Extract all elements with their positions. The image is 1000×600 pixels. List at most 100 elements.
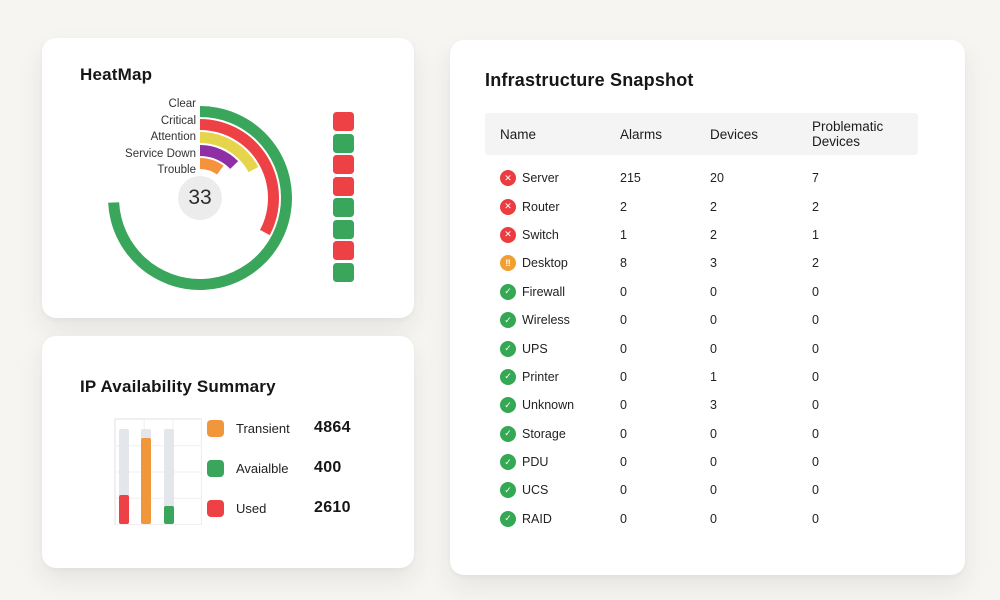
critical-status-icon: ✕: [500, 198, 516, 215]
status-square-red[interactable]: [333, 241, 354, 260]
table-row-unknown[interactable]: ✓ Unknown 0 3 0: [485, 391, 918, 419]
row-devices-value: 20: [710, 171, 724, 186]
table-row-desktop[interactable]: ‼ Desktop 8 3 2: [485, 249, 918, 277]
clear-status-icon: ✓: [500, 368, 516, 385]
ring-label: Clear: [168, 98, 196, 110]
status-square-green[interactable]: [333, 133, 354, 153]
clear-status-icon: ✓: [500, 340, 516, 357]
row-devices-value: 0: [710, 341, 717, 356]
ring-label: Service Down: [125, 147, 196, 160]
table-row-ucs[interactable]: ✓ UCS 0 0 0: [485, 476, 918, 504]
row-devices-value: 2: [710, 199, 717, 214]
row-alarms-value: 215: [620, 171, 641, 186]
row-name: Storage: [522, 426, 566, 441]
infrastructure-snapshot-card: Infrastructure Snapshot Name Alarms Devi…: [450, 40, 965, 575]
clear-status-icon: ✓: [500, 397, 516, 414]
legend-item: Used 2610: [207, 498, 351, 518]
row-devices-value: 1: [710, 369, 717, 384]
table-row-switch[interactable]: ✕ Switch 1 2 1: [485, 221, 918, 249]
legend-item: Transient 4864: [207, 418, 351, 438]
status-square-red[interactable]: [333, 176, 354, 196]
row-devices-value: 0: [710, 511, 717, 526]
table-card-title: Infrastructure Snapshot: [485, 70, 694, 90]
row-name: Switch: [522, 227, 559, 242]
ip-availability-card: IP Availability Summary Transient 4864 A…: [42, 336, 414, 568]
status-square-green[interactable]: [333, 262, 354, 282]
table-row-storage[interactable]: ✓ Storage 0 0 0: [485, 420, 918, 448]
status-square-green[interactable]: [333, 198, 354, 217]
status-square-red[interactable]: [333, 155, 354, 174]
table-row-raid[interactable]: ✓ RAID 0 0 0: [485, 505, 918, 533]
bar-used[interactable]: [119, 495, 129, 524]
row-alarms-value: 1: [620, 227, 627, 242]
table-row-printer[interactable]: ✓ Printer 0 1 0: [485, 363, 918, 391]
ip-legend: Transient 4864 Avaialble 400 Used 2610: [207, 418, 351, 518]
row-problematic-value: 0: [812, 455, 819, 470]
heatmap-radial-chart[interactable]: [100, 98, 300, 298]
ring-critical[interactable]: [200, 119, 279, 236]
row-devices-value: 0: [710, 483, 717, 498]
row-problematic-value: 2: [812, 199, 819, 214]
row-alarms-value: 0: [620, 284, 627, 299]
legend-label: Transient: [236, 420, 290, 436]
table-row-pdu[interactable]: ✓ PDU 0 0 0: [485, 448, 918, 476]
row-problematic-value: 0: [812, 341, 819, 356]
row-problematic-value: 2: [812, 256, 819, 271]
row-problematic-value: 0: [812, 284, 819, 299]
row-problematic-value: 0: [812, 511, 819, 526]
clear-status-icon: ✓: [500, 425, 516, 442]
column-header-name: Name: [500, 126, 537, 142]
table-row-ups[interactable]: ✓ UPS 0 0 0: [485, 334, 918, 362]
attention-status-icon: ‼: [500, 255, 516, 272]
row-name: RAID: [522, 511, 552, 526]
row-devices-value: 3: [710, 256, 717, 271]
row-devices-value: 0: [710, 284, 717, 299]
row-name: UPS: [522, 341, 548, 356]
clear-status-icon: ✓: [500, 482, 516, 499]
row-alarms-value: 0: [620, 341, 627, 356]
ring-label: Attention: [150, 131, 196, 143]
ring-attention[interactable]: [200, 132, 259, 173]
table-row-wireless[interactable]: ✓ Wireless 0 0 0: [485, 306, 918, 334]
legend-swatch: [207, 499, 224, 517]
ring-trouble[interactable]: [200, 158, 224, 175]
row-devices-value: 3: [710, 398, 717, 413]
row-alarms-value: 0: [620, 455, 627, 470]
table-row-server[interactable]: ✕ Server 215 20 7: [485, 164, 918, 192]
row-name: Router: [522, 199, 560, 214]
column-header-devices: Devices: [710, 126, 759, 142]
bar-avaialble[interactable]: [164, 506, 174, 524]
legend-label: Avaialble: [236, 460, 289, 476]
bar-track: [164, 429, 174, 524]
row-alarms-value: 2: [620, 199, 627, 214]
row-problematic-value: 0: [812, 369, 819, 384]
row-problematic-value: 7: [812, 171, 819, 186]
bar-transient[interactable]: [141, 438, 151, 524]
ring-label: Critical: [160, 114, 196, 127]
ip-card-title: IP Availability Summary: [80, 377, 276, 396]
ring-service-down[interactable]: [200, 145, 239, 169]
row-name: Desktop: [522, 256, 568, 271]
row-alarms-value: 0: [620, 313, 627, 328]
ring-label: Trouble: [157, 164, 196, 176]
heatmap-status-squares: [333, 112, 354, 282]
legend-item: Avaialble 400: [207, 458, 351, 478]
table-row-router[interactable]: ✕ Router 2 2 2: [485, 192, 918, 220]
row-alarms-value: 0: [620, 511, 627, 526]
row-problematic-value: 1: [812, 227, 819, 242]
ip-bar-chart[interactable]: [114, 418, 202, 525]
row-problematic-value: 0: [812, 483, 819, 498]
table-row-firewall[interactable]: ✓ Firewall 0 0 0: [485, 278, 918, 306]
column-header-alarms: Alarms: [620, 126, 663, 142]
row-name: Server: [522, 171, 559, 186]
legend-value: 4864: [314, 419, 351, 436]
row-devices-value: 0: [710, 313, 717, 328]
column-header-problematic-devices: Problematic Devices: [812, 119, 884, 149]
row-name: Unknown: [522, 398, 575, 413]
status-square-red[interactable]: [333, 112, 354, 131]
row-devices-value: 2: [710, 227, 717, 242]
clear-status-icon: ✓: [500, 283, 516, 300]
row-problematic-value: 0: [812, 313, 819, 328]
status-square-green[interactable]: [333, 219, 354, 239]
